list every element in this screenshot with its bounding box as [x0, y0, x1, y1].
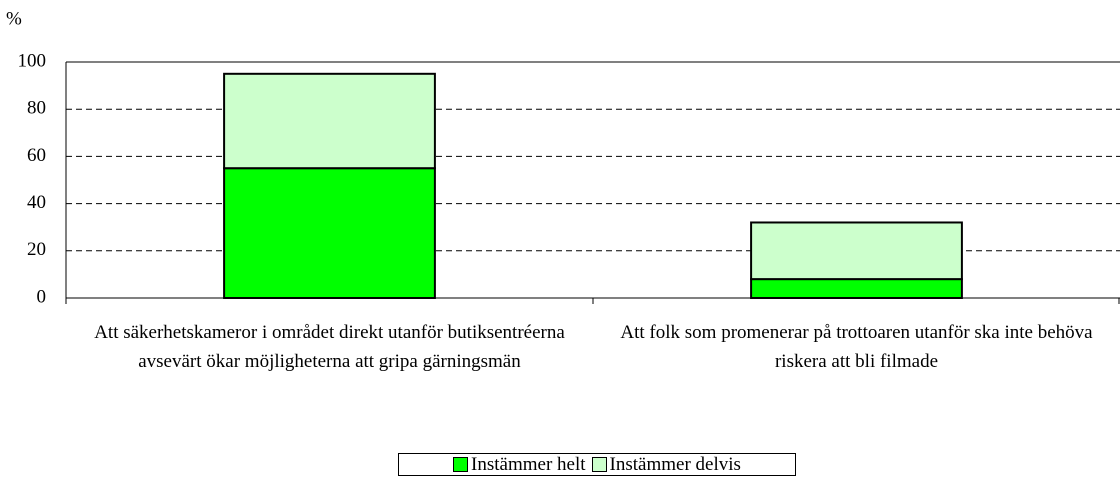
y-tick-label: 40	[27, 192, 46, 213]
y-tick-label: 60	[27, 145, 46, 166]
y-tick-label: 0	[37, 286, 47, 307]
legend-item: Instämmer delvis	[591, 453, 741, 476]
legend-label: Instämmer helt	[471, 453, 586, 475]
y-axis-label: %	[6, 8, 22, 29]
bar-segment	[750, 221, 963, 281]
legend-swatch	[453, 457, 469, 472]
x-tick-label: Att säkerhetskameror i området direkt ut…	[94, 322, 565, 372]
bar-segment	[223, 72, 436, 170]
y-tick-label: 80	[27, 98, 46, 119]
bar-segment	[223, 167, 436, 299]
y-tick-label: 100	[18, 50, 47, 71]
bar-segment	[750, 278, 963, 299]
x-tick-label: Att folk som promenerar på trottoaren ut…	[620, 322, 1093, 372]
legend-item: Instämmer helt	[453, 454, 586, 476]
legend: Instämmer helt Instämmer delvis	[398, 453, 796, 476]
legend-swatch	[591, 457, 607, 472]
y-tick-label: 20	[27, 239, 46, 260]
legend-label: Instämmer delvis	[609, 453, 741, 475]
